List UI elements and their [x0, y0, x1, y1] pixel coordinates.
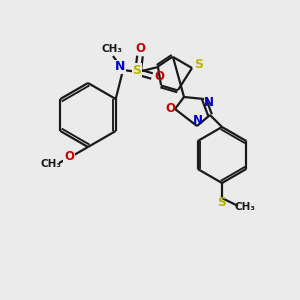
Text: O: O [135, 43, 145, 56]
Text: S: S [218, 196, 226, 208]
Text: CH₃: CH₃ [101, 44, 122, 54]
Text: N: N [204, 95, 214, 109]
Text: N: N [193, 115, 203, 128]
Text: CH₃: CH₃ [40, 159, 61, 169]
Text: O: O [154, 70, 164, 83]
Text: S: S [194, 58, 203, 71]
Text: O: O [165, 101, 175, 115]
Text: S: S [133, 64, 142, 76]
Text: N: N [115, 61, 125, 74]
Text: O: O [64, 149, 74, 163]
Text: CH₃: CH₃ [235, 202, 256, 212]
